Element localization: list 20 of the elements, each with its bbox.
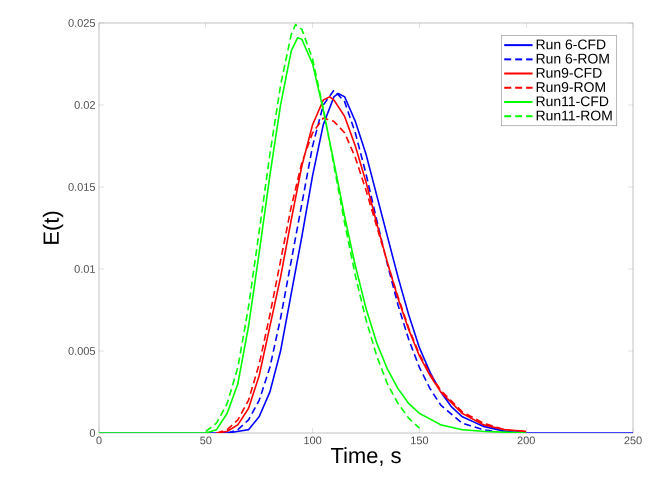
y-tick-label: 0.01 <box>74 265 95 273</box>
x-tick-label: 250 <box>624 436 642 444</box>
x-axis-title: Time, s <box>330 447 401 466</box>
y-tick-label: 0.02 <box>74 101 95 109</box>
legend-label: Run11-ROM <box>536 110 612 120</box>
y-tick-label: 0 <box>90 429 96 437</box>
y-tick-label: 0.015 <box>68 183 96 191</box>
legend-label: Run9-ROM <box>536 82 605 92</box>
y-axis-title: E(t) <box>42 212 64 244</box>
legend-label: Run 6-ROM <box>536 54 609 64</box>
y-tick-label: 0.025 <box>68 19 96 27</box>
legend-label: Run11-CFD <box>536 96 608 106</box>
y-tick-label: 0.005 <box>68 347 96 355</box>
x-tick-label: 150 <box>411 436 428 444</box>
legend-label: Run9-CFD <box>536 68 602 78</box>
x-tick-label: 200 <box>518 436 535 444</box>
x-tick-label: 100 <box>304 436 322 444</box>
legend-label: Run 6-CFD <box>536 39 606 50</box>
x-tick-label: 50 <box>200 436 212 444</box>
x-tick-label: 0 <box>96 436 102 444</box>
